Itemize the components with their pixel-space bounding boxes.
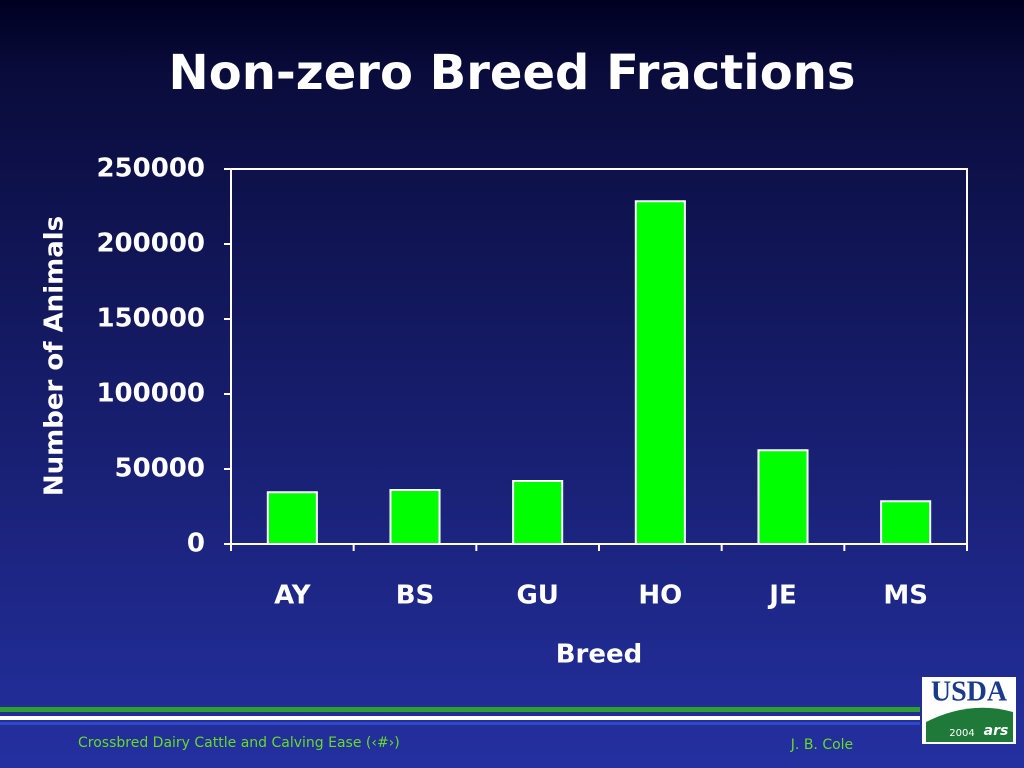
y-tick-label: 0 xyxy=(187,529,205,559)
x-axis-label: Breed xyxy=(556,640,643,670)
y-tick-label: 150000 xyxy=(96,304,205,334)
logo-year: 2004 xyxy=(949,728,974,739)
x-tick-label: AY xyxy=(274,581,312,611)
x-tick-label: GU xyxy=(516,581,558,611)
y-tick-label: 100000 xyxy=(96,379,205,409)
chart-title: Non-zero Breed Fractions xyxy=(169,45,856,101)
x-tick-label: HO xyxy=(638,581,682,611)
x-tick-label: BS xyxy=(396,581,435,611)
bar xyxy=(757,449,809,545)
x-tick-label: MS xyxy=(883,581,928,611)
y-axis-label: Number of Animals xyxy=(40,216,70,496)
y-tick-label: 250000 xyxy=(96,154,205,184)
usda-logo: USDA 2004 ars xyxy=(922,676,1016,744)
x-tick-label: JE xyxy=(767,581,796,611)
bar xyxy=(880,500,932,545)
bar xyxy=(512,480,564,545)
footer-author: J. B. Cole xyxy=(790,737,853,753)
footer-title: Crossbred Dairy Cattle and Calving Ease … xyxy=(78,735,400,751)
y-tick-label: 50000 xyxy=(115,454,205,484)
footer-rule xyxy=(0,707,920,712)
logo-name: USDA xyxy=(931,676,1008,707)
footer-rule xyxy=(0,722,920,725)
footer-rule xyxy=(0,716,920,720)
bar xyxy=(266,491,318,545)
logo-agency: ars xyxy=(984,723,1009,739)
bar xyxy=(389,489,441,545)
bar xyxy=(634,200,686,545)
logo-swoosh xyxy=(926,707,1013,742)
y-tick-label: 200000 xyxy=(96,229,205,259)
